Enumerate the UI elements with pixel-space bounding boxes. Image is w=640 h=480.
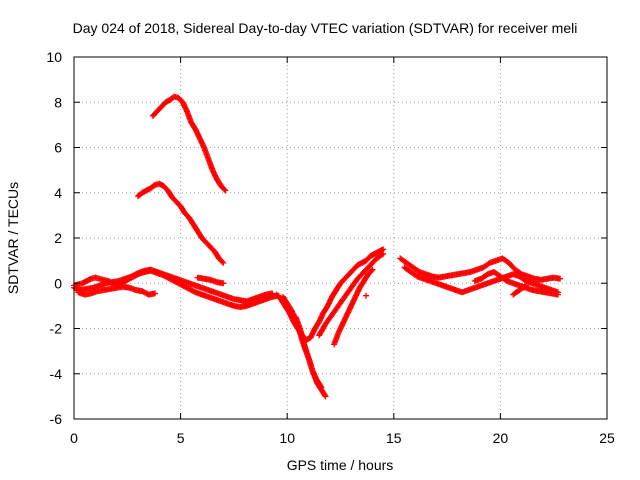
x-axis-title: GPS time / hours xyxy=(287,457,394,473)
y-tick-label: -2 xyxy=(50,321,63,337)
data-points xyxy=(71,93,564,400)
data-point xyxy=(521,283,528,290)
data-point xyxy=(522,282,529,289)
grid xyxy=(74,57,607,419)
y-tick-label: 0 xyxy=(54,275,62,291)
data-point xyxy=(369,266,376,273)
y-tick-label: -4 xyxy=(50,366,63,382)
data-point xyxy=(322,393,329,400)
data-point xyxy=(221,186,228,193)
axis-ticks xyxy=(73,56,608,420)
y-tick-label: 10 xyxy=(46,49,62,65)
data-point xyxy=(152,290,159,297)
chart-title: Day 024 of 2018, Sidereal Day-to-day VTE… xyxy=(73,20,578,36)
data-point xyxy=(321,392,328,399)
y-axis-title: SDTVAR / TECUs xyxy=(5,182,21,294)
x-tick-label: 5 xyxy=(177,430,185,446)
data-point xyxy=(557,275,564,282)
x-tick-label: 15 xyxy=(386,430,402,446)
data-point xyxy=(554,291,561,298)
data-point xyxy=(219,258,226,265)
data-point xyxy=(222,187,229,194)
x-tick-label: 25 xyxy=(599,430,615,446)
y-tick-label: 2 xyxy=(54,230,62,246)
data-point xyxy=(317,383,324,390)
x-tick-label: 0 xyxy=(70,430,78,446)
data-point xyxy=(318,384,325,391)
y-tick-label: 8 xyxy=(54,94,62,110)
data-point xyxy=(368,267,375,274)
y-tick-label: 6 xyxy=(54,140,62,156)
y-tick-label: 4 xyxy=(54,185,62,201)
y-tick-label: -6 xyxy=(50,411,63,427)
data-point xyxy=(378,251,385,258)
plot-frame xyxy=(73,56,608,420)
data-point xyxy=(380,250,387,257)
data-point xyxy=(220,259,227,266)
data-point xyxy=(220,280,227,287)
x-tick-label: 10 xyxy=(279,430,295,446)
x-tick-label: 20 xyxy=(493,430,509,446)
tick-labels: 0 5 10 15 20 25 -6 -4 -2 0 2 4 6 8 10 xyxy=(46,49,615,446)
data-point xyxy=(363,292,370,299)
